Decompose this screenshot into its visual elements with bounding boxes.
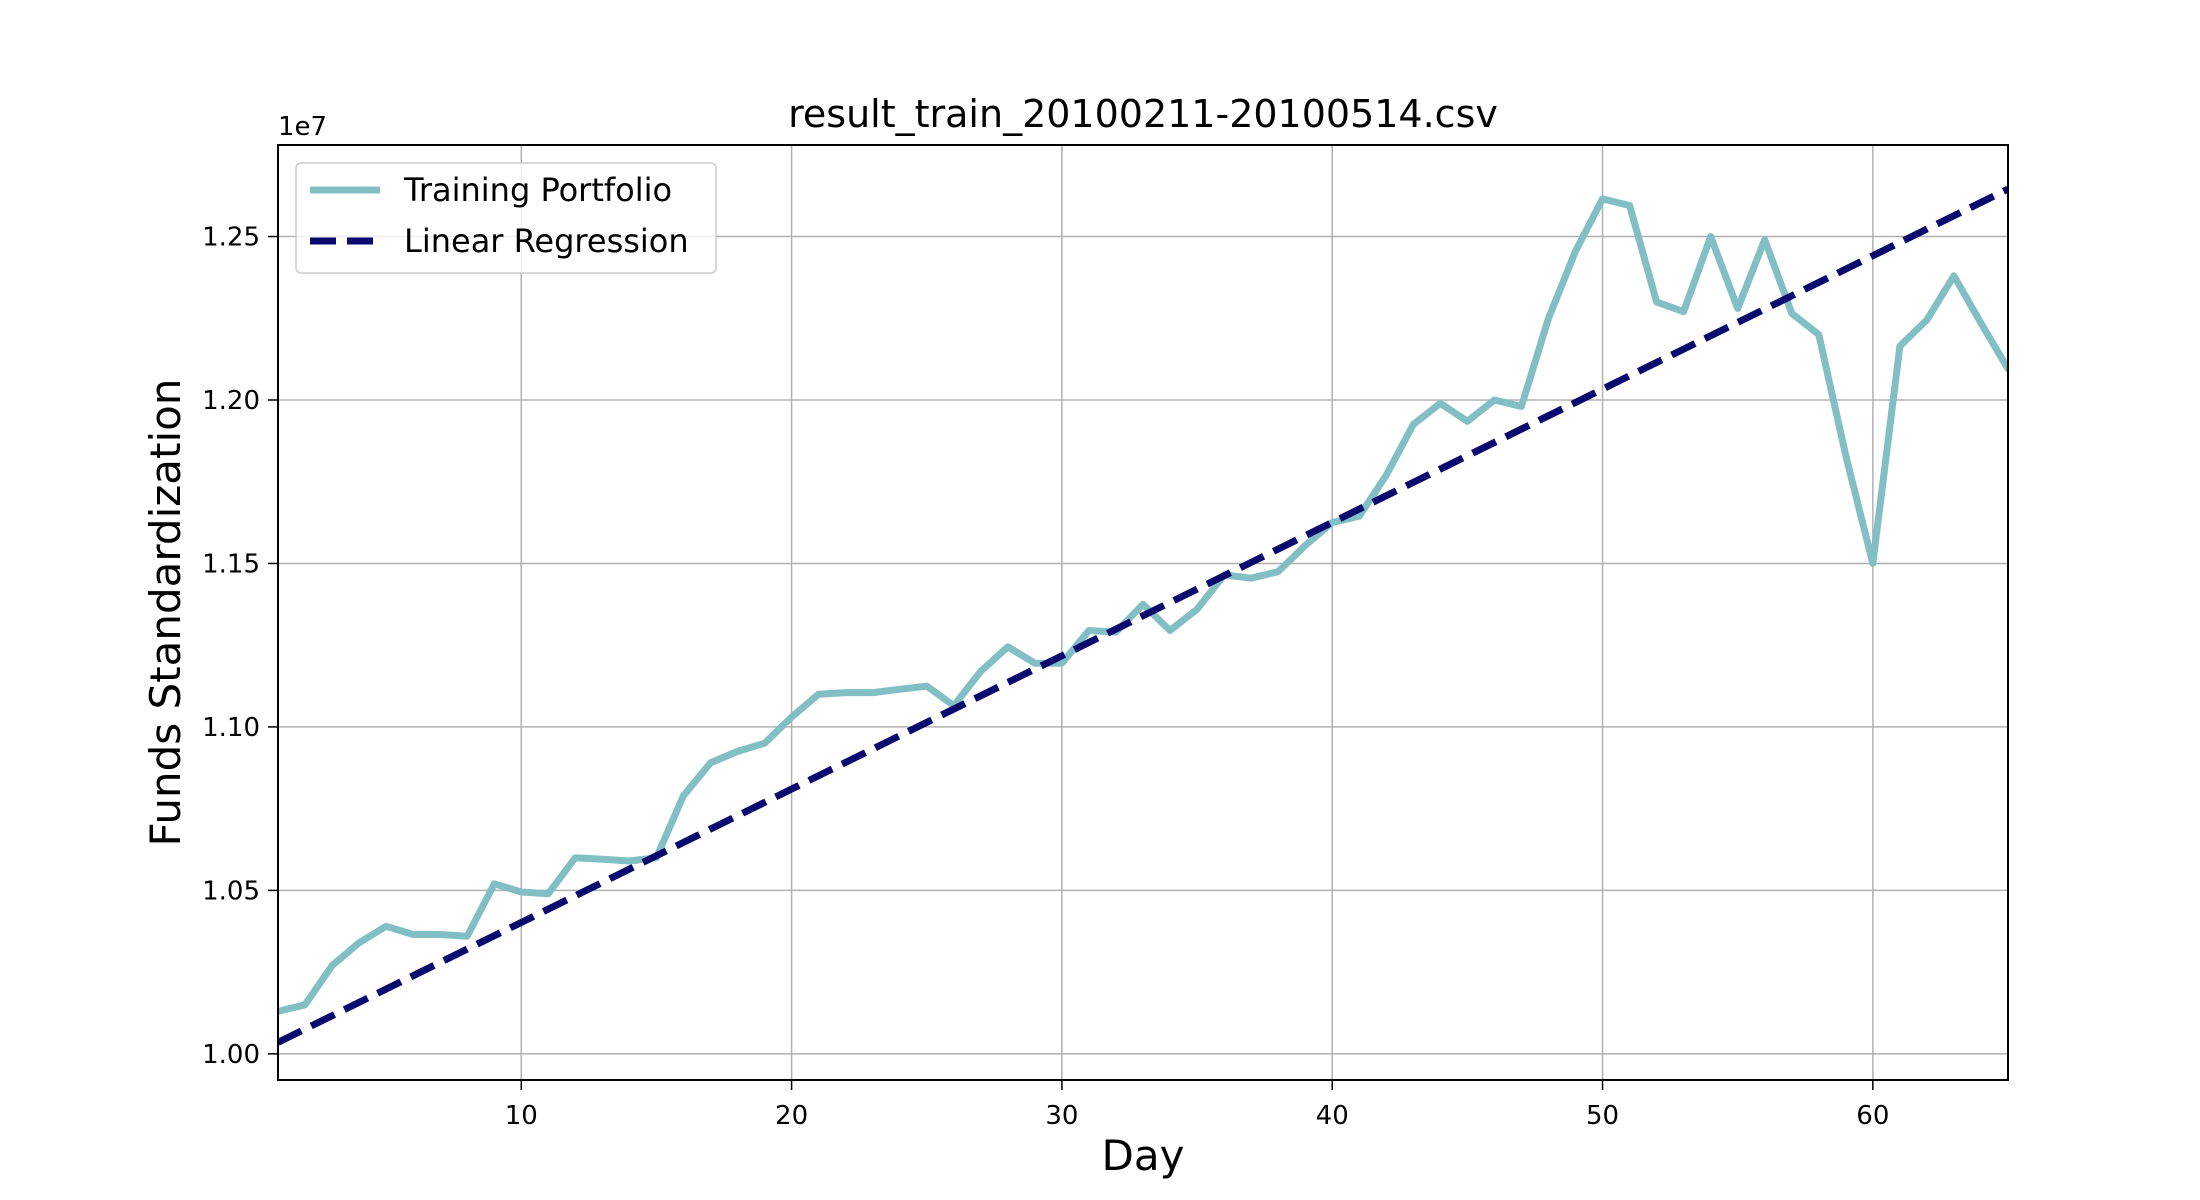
grid <box>278 145 2008 1080</box>
plot-frame <box>277 144 2009 1081</box>
legend-box <box>295 162 717 274</box>
x-axis-label: Day <box>1102 1131 1185 1180</box>
y-axis-ticks: 1.00 1.05 1.10 1.15 1.20 1.25 <box>202 223 278 1070</box>
y-axis-label: Funds Standardization <box>141 379 190 847</box>
legend-label-linear-regression: Linear Regression <box>404 222 689 260</box>
x-tick-label: 20 <box>775 1101 808 1131</box>
y-tick-label: 1.10 <box>202 713 260 743</box>
x-axis-ticks: 10 20 30 40 50 60 <box>505 1080 1889 1131</box>
x-tick-label: 10 <box>505 1101 538 1131</box>
x-tick-label: 40 <box>1316 1101 1349 1131</box>
y-tick-label: 1.00 <box>202 1040 260 1070</box>
series-group <box>278 185 2008 1046</box>
series-line-training-portfolio <box>278 195 2008 1015</box>
x-tick-label: 30 <box>1045 1101 1078 1131</box>
x-tick-label: 50 <box>1586 1101 1619 1131</box>
legend: Training Portfolio Linear Regression <box>295 162 717 274</box>
y-tick-label: 1.25 <box>202 223 260 253</box>
y-axis-offset-label: 1e7 <box>278 112 327 142</box>
series-line-linear-regression <box>278 185 2008 1046</box>
chart-title: result_train_20100211-20100514.csv <box>788 92 1498 136</box>
y-tick-label: 1.20 <box>202 386 260 416</box>
x-tick-label: 60 <box>1856 1101 1889 1131</box>
y-tick-label: 1.05 <box>202 876 260 906</box>
y-tick-label: 1.15 <box>202 549 260 579</box>
legend-label-training-portfolio: Training Portfolio <box>403 171 672 209</box>
